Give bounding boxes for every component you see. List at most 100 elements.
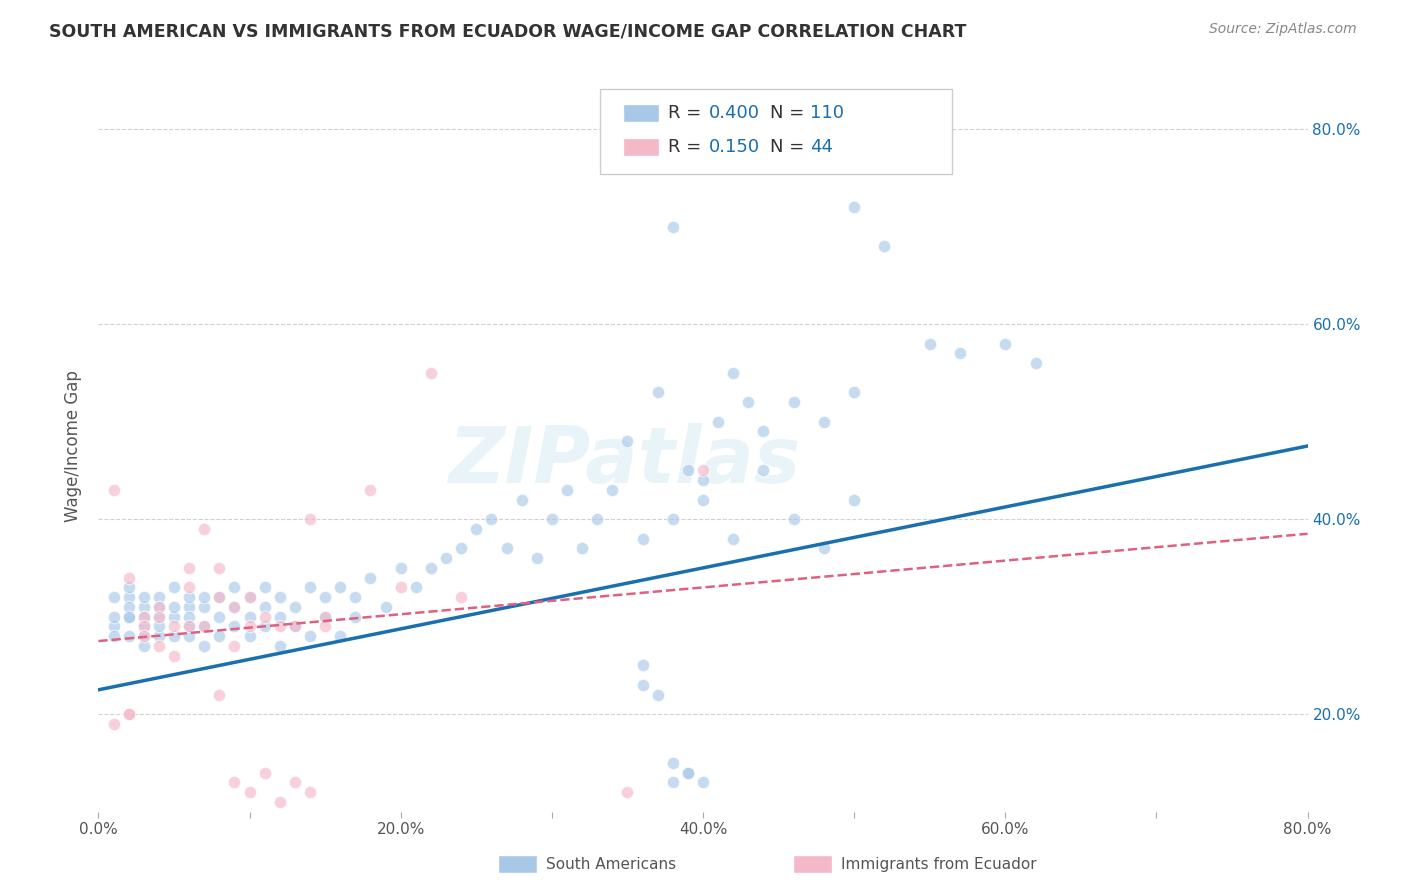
Point: [844, 492, 866, 507]
Point: [434, 551, 457, 566]
Point: [163, 599, 186, 614]
Point: [692, 463, 714, 477]
Point: [253, 581, 276, 595]
Point: [676, 765, 699, 780]
Point: [269, 609, 291, 624]
Point: [873, 239, 896, 253]
Point: [208, 688, 231, 702]
Text: South Americans: South Americans: [546, 857, 676, 871]
Point: [118, 590, 141, 604]
Text: R =: R =: [668, 104, 707, 122]
Point: [253, 765, 276, 780]
Point: [132, 590, 155, 604]
Point: [676, 765, 699, 780]
Point: [163, 629, 186, 643]
Text: 0.400: 0.400: [709, 104, 759, 122]
Point: [918, 336, 941, 351]
Point: [193, 619, 215, 633]
Point: [555, 483, 578, 497]
Point: [314, 609, 336, 624]
Point: [844, 200, 866, 214]
Point: [208, 590, 231, 604]
Point: [132, 639, 155, 653]
Point: [602, 483, 624, 497]
Point: [813, 415, 835, 429]
Point: [723, 532, 745, 546]
Point: [284, 775, 307, 789]
Point: [208, 561, 231, 575]
Point: [692, 775, 714, 789]
Point: [723, 366, 745, 380]
Point: [405, 581, 427, 595]
Point: [253, 619, 276, 633]
Point: [420, 366, 443, 380]
Text: 44: 44: [810, 138, 832, 156]
Point: [374, 599, 396, 614]
Text: R =: R =: [668, 138, 707, 156]
Point: [239, 609, 262, 624]
Point: [239, 629, 262, 643]
Point: [103, 717, 125, 731]
Point: [783, 512, 806, 526]
Point: [224, 775, 246, 789]
Point: [103, 619, 125, 633]
Point: [148, 619, 170, 633]
Point: [179, 609, 201, 624]
Point: [132, 629, 155, 643]
Point: [661, 775, 683, 789]
Text: N =: N =: [770, 104, 810, 122]
Point: [208, 609, 231, 624]
Point: [420, 561, 443, 575]
Point: [299, 785, 322, 799]
Point: [118, 609, 141, 624]
Point: [994, 336, 1017, 351]
Point: [148, 639, 170, 653]
Point: [193, 599, 215, 614]
Point: [148, 599, 170, 614]
Point: [1024, 356, 1046, 370]
Text: 0.150: 0.150: [709, 138, 759, 156]
Point: [360, 483, 382, 497]
Point: [118, 707, 141, 722]
Point: [103, 483, 125, 497]
Point: [224, 619, 246, 633]
Point: [163, 648, 186, 663]
Point: [148, 599, 170, 614]
Point: [118, 629, 141, 643]
Point: [103, 590, 125, 604]
Point: [329, 629, 352, 643]
Point: [148, 609, 170, 624]
Point: [783, 395, 806, 409]
Point: [103, 609, 125, 624]
Point: [299, 581, 322, 595]
Point: [299, 512, 322, 526]
Point: [179, 629, 201, 643]
Point: [692, 473, 714, 487]
Point: [224, 599, 246, 614]
Point: [193, 590, 215, 604]
Point: [163, 609, 186, 624]
Point: [465, 522, 488, 536]
Point: [132, 619, 155, 633]
Point: [148, 590, 170, 604]
Point: [239, 619, 262, 633]
Point: [586, 512, 609, 526]
Point: [163, 619, 186, 633]
Point: [239, 590, 262, 604]
Point: [540, 512, 562, 526]
Point: [314, 590, 336, 604]
Text: N =: N =: [770, 138, 810, 156]
Point: [813, 541, 835, 556]
Point: [692, 824, 714, 838]
Point: [253, 609, 276, 624]
Point: [631, 532, 654, 546]
Point: [118, 707, 141, 722]
Point: [844, 385, 866, 400]
Point: [647, 385, 669, 400]
Point: [239, 785, 262, 799]
Point: [193, 639, 215, 653]
Point: [269, 619, 291, 633]
Text: ZIPatlas: ZIPatlas: [449, 423, 800, 499]
Point: [208, 629, 231, 643]
Point: [132, 629, 155, 643]
